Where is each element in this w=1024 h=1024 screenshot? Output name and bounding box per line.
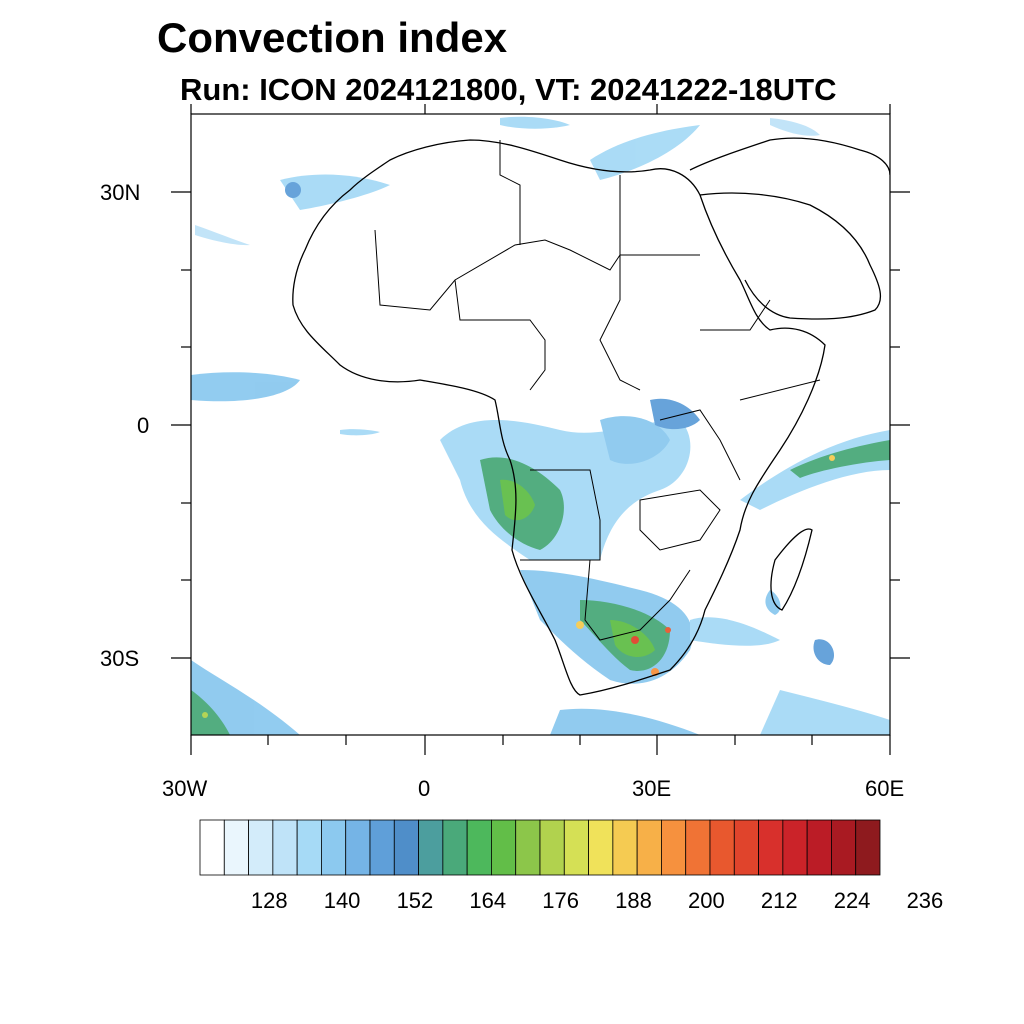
colorbar-label: 224 — [833, 888, 871, 913]
y-tick-label-30n: 30N — [100, 180, 141, 205]
convection-field — [191, 116, 890, 735]
colorbar-swatch — [418, 819, 444, 876]
y-tick-label-30s: 30S — [100, 646, 140, 671]
colorbar-swatch — [223, 819, 249, 876]
colorbar-swatch — [539, 819, 565, 876]
coastlines — [292, 137, 890, 696]
colorbar-swatch — [733, 819, 759, 876]
colorbar-swatch — [369, 819, 395, 876]
colorbar-swatch — [491, 819, 517, 876]
colorbar-swatch — [272, 819, 298, 876]
colorbar-swatch — [515, 819, 541, 876]
colorbar-label: 140 — [323, 888, 361, 913]
x-tick-label-30w: 30W — [162, 776, 208, 801]
colorbar-swatch — [806, 819, 832, 876]
plot-title: Convection index — [157, 14, 508, 61]
colorbar-swatch — [248, 819, 274, 876]
colorbar-label: 128 — [250, 888, 288, 913]
x-tick-label-0: 0 — [418, 776, 431, 801]
colorbar-label: 236 — [906, 888, 944, 913]
colorbar-label: 188 — [615, 888, 652, 913]
colorbar-swatch — [321, 819, 347, 876]
x-tick-label-30e: 30E — [632, 776, 672, 801]
colorbar-swatch — [709, 819, 735, 876]
plot-subtitle: Run: ICON 2024121800, VT: 20241222-18UTC — [180, 72, 837, 107]
colorbar-swatch — [661, 819, 687, 876]
colorbar-swatch — [636, 819, 662, 876]
axis-ticks — [171, 104, 910, 755]
colorbar-swatch — [199, 819, 225, 876]
x-tick-label-60e: 60E — [865, 776, 905, 801]
colorbar-swatch — [685, 819, 711, 876]
colorbar-label: 200 — [688, 888, 725, 913]
colorbar-swatch — [296, 819, 322, 876]
colorbar-label: 212 — [760, 888, 798, 913]
country-borders — [374, 140, 821, 641]
colorbar-swatch — [758, 819, 784, 876]
colorbar-label: 152 — [396, 888, 434, 913]
colorbar — [199, 819, 881, 876]
colorbar-swatch — [831, 819, 857, 876]
colorbar-swatch — [345, 819, 371, 876]
colorbar-swatch — [466, 819, 492, 876]
colorbar-swatch — [393, 819, 419, 876]
colorbar-swatch — [442, 819, 468, 876]
colorbar-swatch — [563, 819, 589, 876]
colorbar-swatch — [612, 819, 638, 876]
colorbar-swatch — [588, 819, 614, 876]
y-tick-label-0: 0 — [137, 413, 150, 438]
colorbar-label: 176 — [542, 888, 579, 913]
colorbar-swatch — [782, 819, 808, 876]
colorbar-swatch — [855, 819, 881, 876]
map-frame — [190, 113, 891, 736]
colorbar-label: 164 — [469, 888, 507, 913]
